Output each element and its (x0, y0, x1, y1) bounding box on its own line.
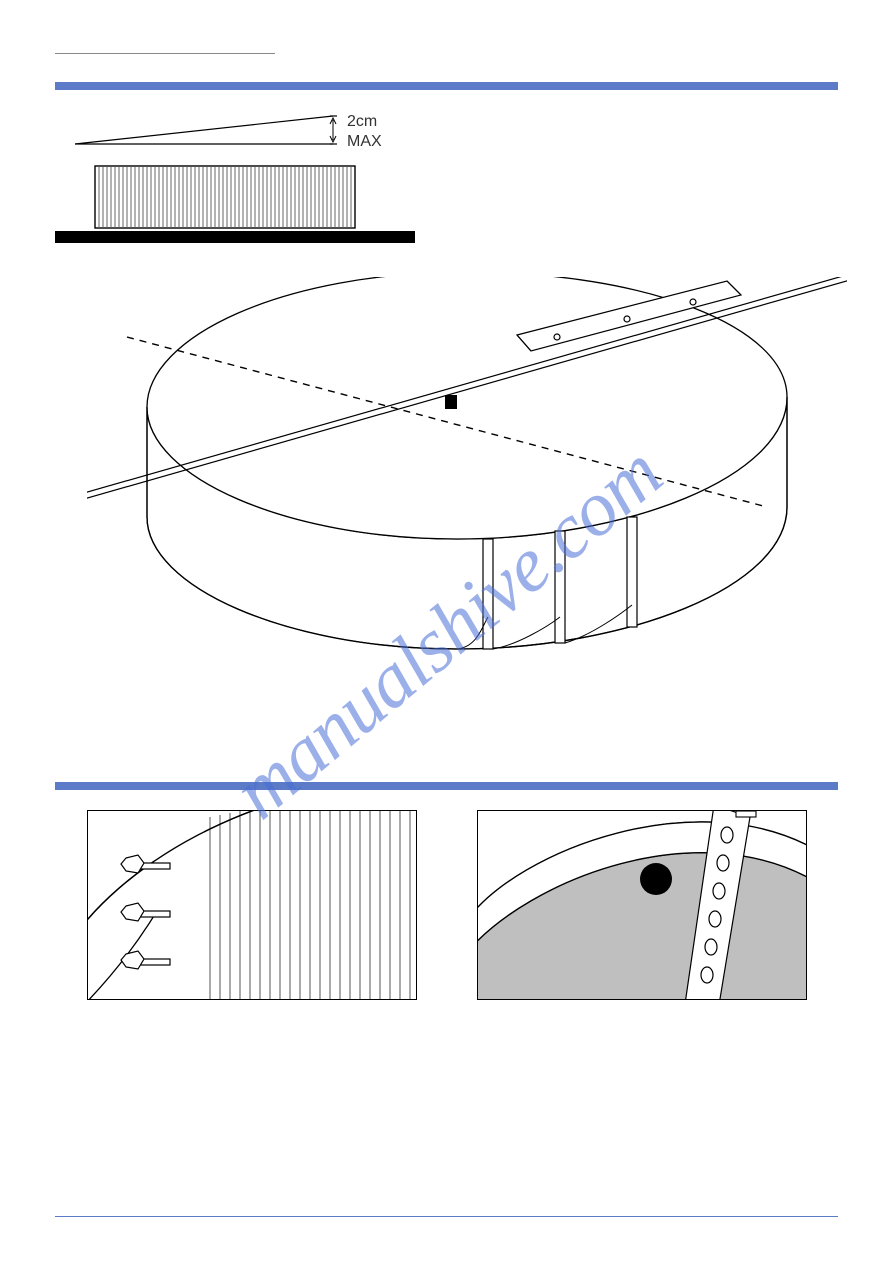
header-rule (55, 40, 275, 54)
footer-rule (55, 1216, 838, 1217)
panel-wall-bolts (87, 810, 417, 1000)
section1-bar (55, 82, 838, 90)
label-2cm: 2cm (347, 113, 377, 130)
figure-pool-isometric (87, 277, 807, 772)
section2-bar (55, 782, 838, 790)
panel-row (55, 810, 838, 1000)
figure-level-tolerance: 2cm MAX (55, 106, 838, 271)
panel-rail-joint (477, 810, 807, 1000)
label-max: MAX (347, 133, 382, 150)
